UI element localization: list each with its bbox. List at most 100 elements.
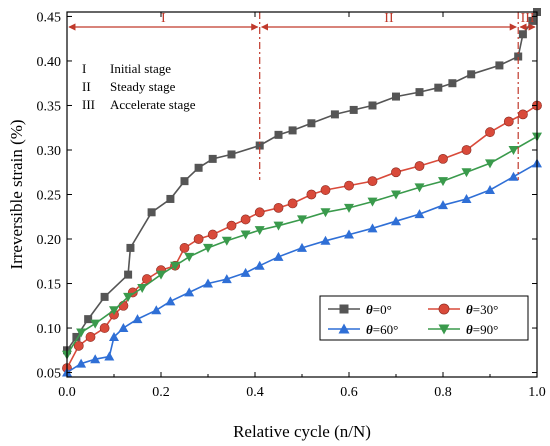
data-point — [184, 252, 195, 262]
data-point — [179, 243, 190, 253]
data-point — [137, 283, 148, 293]
data-point — [84, 315, 93, 324]
stage-legend-text: Steady stage — [110, 79, 176, 94]
data-point — [349, 105, 358, 114]
legend-symbol: θ — [366, 302, 373, 317]
data-point — [109, 331, 119, 341]
data-point — [254, 260, 265, 270]
stage-legend-roman: I — [82, 61, 86, 76]
data-point — [391, 190, 401, 200]
legend-suffix: =60° — [373, 322, 399, 337]
data-point — [438, 177, 448, 187]
data-point — [90, 354, 101, 364]
data-point — [448, 79, 457, 88]
data-point — [170, 261, 181, 271]
data-point — [503, 116, 514, 127]
data-point — [297, 215, 307, 225]
plot-series — [62, 8, 542, 377]
data-point — [240, 230, 251, 240]
data-point — [226, 220, 237, 231]
data-point — [518, 109, 528, 120]
data-point — [254, 207, 265, 218]
legend-suffix: =90° — [473, 322, 499, 337]
legend-label: θ=60° — [366, 322, 398, 337]
data-point — [461, 168, 472, 178]
data-point — [508, 145, 519, 155]
y-tick-label: 0.35 — [37, 99, 62, 114]
data-point — [320, 208, 331, 218]
data-point — [221, 236, 232, 246]
data-point — [297, 242, 307, 252]
data-point — [203, 278, 213, 288]
legend-symbol: θ — [466, 322, 473, 337]
legend-item: θ=0° — [328, 302, 392, 317]
x-axis-title: Relative cycle (n/N) — [233, 422, 371, 441]
data-point — [518, 30, 527, 39]
data-point — [240, 267, 251, 277]
data-point — [367, 176, 378, 187]
stage-legend-roman: II — [82, 79, 91, 94]
data-point — [438, 303, 450, 315]
legend-suffix: =0° — [373, 302, 392, 317]
stage-legend-text: Accelerate stage — [110, 97, 196, 112]
data-point — [203, 243, 213, 253]
y-tick-label: 0.40 — [37, 55, 62, 70]
data-point — [193, 234, 204, 244]
data-point — [338, 323, 350, 334]
data-point — [85, 332, 96, 342]
y-tick-label: 0.20 — [37, 233, 62, 248]
data-point — [132, 314, 143, 324]
data-point — [485, 127, 495, 138]
legend-label: θ=30° — [466, 302, 498, 317]
y-tick-label: 0.30 — [37, 144, 62, 159]
data-point — [320, 235, 331, 245]
data-point — [240, 214, 251, 225]
data-point — [461, 145, 472, 155]
data-point — [126, 243, 135, 252]
data-point — [124, 270, 133, 279]
x-tick-label: 0.8 — [434, 385, 452, 400]
x-tick-label: 0.6 — [340, 385, 358, 400]
data-point — [344, 203, 354, 213]
data-point — [118, 300, 129, 311]
data-point — [415, 88, 424, 97]
legend-label: θ=0° — [366, 302, 392, 317]
data-point — [414, 183, 425, 193]
data-point — [273, 251, 284, 261]
stage-label: III — [521, 11, 535, 26]
x-tick-label: 1.0 — [528, 385, 546, 400]
data-point — [180, 177, 189, 186]
data-point — [392, 92, 400, 101]
data-point — [391, 167, 401, 178]
data-point — [274, 130, 283, 139]
data-point — [307, 119, 316, 128]
data-point — [438, 200, 448, 210]
data-point — [434, 83, 443, 92]
data-point — [118, 323, 129, 333]
data-point — [100, 292, 109, 301]
data-point — [184, 287, 195, 297]
data-point — [461, 193, 472, 203]
data-point — [221, 274, 232, 284]
data-point — [485, 159, 495, 169]
stage-label: II — [384, 11, 394, 26]
data-point — [72, 332, 81, 341]
stage-label: I — [161, 11, 166, 26]
series-line — [63, 8, 541, 355]
y-tick-label: 0.05 — [37, 367, 62, 382]
axes: 0.0 0.2 0.4 0.6 0.8 1.0 0.05 0.10 0.15 0.20 0.25 0.… — [37, 10, 546, 400]
data-point — [368, 101, 377, 110]
data-point — [367, 197, 378, 207]
data-point — [467, 70, 476, 79]
data-point — [156, 270, 166, 280]
data-point — [76, 328, 87, 338]
legend-item: θ=30° — [428, 302, 498, 317]
data-point — [165, 296, 176, 306]
y-tick-label: 0.10 — [37, 322, 62, 337]
data-point — [391, 216, 401, 226]
stage-legend-text: Initial stage — [110, 61, 171, 76]
data-point — [438, 153, 448, 164]
data-point — [320, 185, 331, 195]
